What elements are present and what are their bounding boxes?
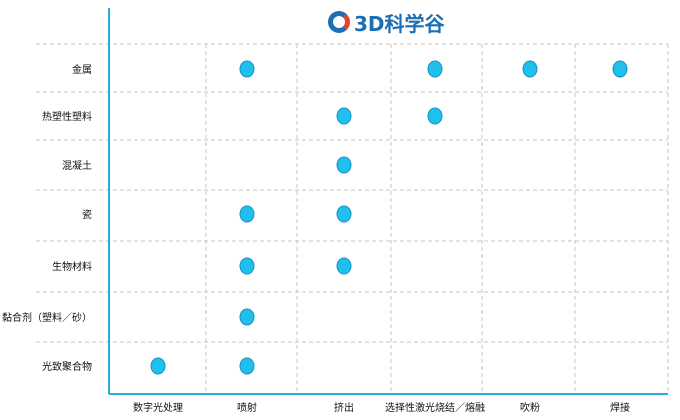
data-point — [239, 308, 255, 326]
y-tick-label: 生物材料 — [52, 260, 92, 273]
x-tick-label: 挤出 — [334, 401, 354, 414]
x-tick-label: 喷射 — [237, 402, 257, 414]
x-tick-label: 数字光处理 — [133, 401, 183, 414]
data-point — [336, 257, 352, 275]
data-point — [522, 60, 538, 78]
data-points — [150, 60, 628, 375]
y-tick-label: 混凝土 — [62, 159, 92, 172]
data-point — [427, 107, 443, 125]
logo-ring-icon — [328, 11, 350, 33]
x-tick-labels: 数字光处理 喷射 挤出 选择性激光烧结／熔融 吹粉 焊接 — [133, 401, 630, 414]
data-point — [150, 357, 166, 375]
grid-lines — [36, 43, 669, 394]
data-point — [336, 156, 352, 174]
data-point — [612, 60, 628, 78]
chart-axes — [108, 8, 668, 395]
y-tick-label: 黏合剂（塑料／砂） — [2, 311, 92, 324]
data-point — [239, 60, 255, 78]
x-tick-label: 选择性激光烧结／熔融 — [385, 401, 485, 414]
x-tick-label: 吹粉 — [520, 401, 540, 414]
logo-text: 3D科学谷 — [354, 11, 445, 36]
data-point — [427, 60, 443, 78]
data-point — [239, 357, 255, 375]
y-tick-label: 热塑性塑料 — [42, 110, 92, 123]
y-tick-label: 瓷 — [82, 208, 92, 221]
y-tick-label: 金属 — [72, 63, 92, 76]
data-point — [239, 205, 255, 223]
y-tick-label: 光致聚合物 — [42, 360, 92, 373]
x-tick-label: 焊接 — [610, 401, 630, 414]
data-point — [336, 107, 352, 125]
data-point — [336, 205, 352, 223]
brand-logo: 3D科学谷 — [328, 8, 445, 36]
data-point — [239, 257, 255, 275]
